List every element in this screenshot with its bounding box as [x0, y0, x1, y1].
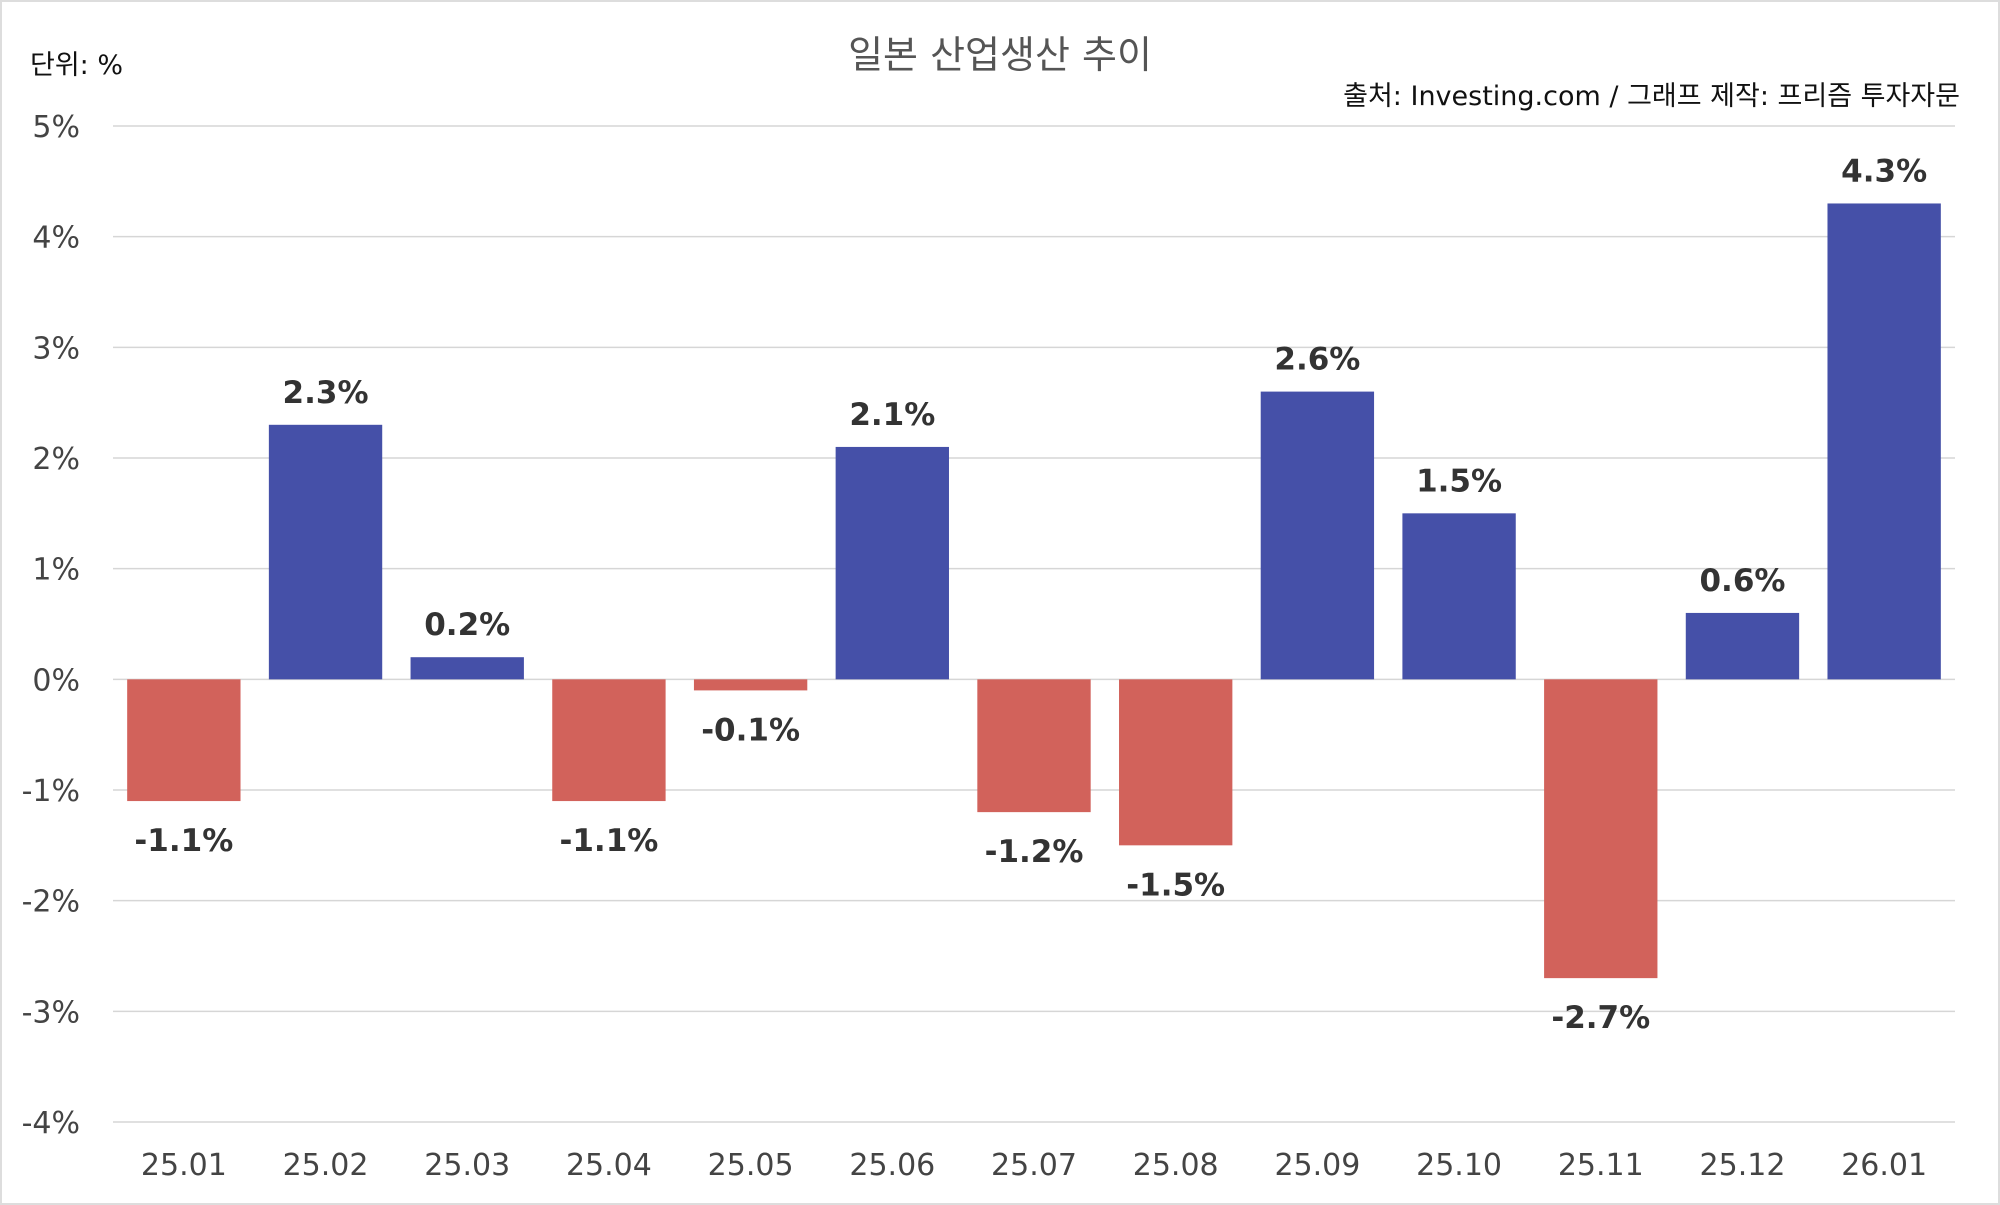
data-labels: -1.1% 2.3% 0.2% -1.1% -0.1% 2.1% -1.2% -1.5% 2.6…	[134, 153, 1927, 1036]
bar	[552, 679, 666, 802]
bar	[410, 657, 524, 680]
data-label: -1.1%	[560, 823, 659, 859]
y-tick-label: 1%	[32, 553, 80, 588]
bar	[127, 679, 241, 802]
y-tick-label: -1%	[22, 774, 80, 809]
data-label: -1.1%	[134, 823, 233, 859]
data-label: 1.5%	[1416, 463, 1502, 499]
data-label: 2.6%	[1274, 342, 1360, 378]
y-tick-label: 5%	[32, 110, 80, 145]
bar	[268, 424, 383, 680]
bar	[835, 446, 949, 680]
bar	[693, 679, 808, 691]
x-tick-label: 25.12	[1700, 1148, 1786, 1183]
y-tick-label: 0%	[32, 663, 80, 698]
x-tick-label: 26.01	[1841, 1148, 1927, 1183]
chart-title: 일본 산업생산 추이	[848, 33, 1152, 77]
bar	[1685, 612, 1800, 680]
bars	[127, 203, 1941, 979]
x-tick-label: 25.10	[1416, 1148, 1502, 1183]
unit-label: 단위: %	[30, 50, 123, 81]
bar	[1544, 679, 1658, 979]
y-tick-label: 4%	[32, 221, 80, 256]
bar	[977, 679, 1091, 813]
y-tick-label: 2%	[32, 442, 80, 477]
data-label: 0.2%	[424, 607, 510, 643]
y-tick-label: -2%	[22, 885, 80, 920]
x-tick-label: 25.04	[566, 1148, 652, 1183]
source-note: 출처: Investing.com / 그래프 제작: 프리즘 투자자문	[1343, 81, 1960, 112]
x-tick-label: 25.03	[424, 1148, 510, 1183]
x-tick-label: 25.02	[283, 1148, 369, 1183]
y-tick-label: -3%	[22, 995, 80, 1030]
bar	[1402, 513, 1516, 680]
x-tick-label: 25.01	[141, 1148, 227, 1183]
y-tick-label: 3%	[32, 331, 80, 366]
bar	[1119, 679, 1233, 846]
data-label: 4.3%	[1841, 153, 1927, 189]
data-label: -1.5%	[1126, 867, 1225, 903]
x-tick-label: 25.06	[849, 1148, 935, 1183]
data-label: -2.7%	[1551, 1000, 1650, 1036]
data-label: 2.1%	[849, 397, 935, 433]
bar	[1827, 203, 1941, 680]
y-axis-ticks: 5% 4% 3% 2% 1% 0% -1% -2% -3% -4%	[22, 110, 80, 1141]
x-tick-label: 25.08	[1133, 1148, 1219, 1183]
x-tick-label: 25.05	[708, 1148, 794, 1183]
x-tick-label: 25.09	[1274, 1148, 1360, 1183]
y-tick-label: -4%	[22, 1106, 80, 1141]
x-tick-label: 25.07	[991, 1148, 1077, 1183]
data-label: 2.3%	[283, 375, 369, 411]
x-tick-label: 25.11	[1558, 1148, 1644, 1183]
data-label: -0.1%	[701, 712, 800, 748]
bar	[1260, 391, 1375, 680]
x-axis-labels: 25.01 25.02 25.03 25.04 25.05 25.06 25.07 25.08…	[141, 1148, 1927, 1183]
data-label: -1.2%	[985, 834, 1084, 870]
data-label: 0.6%	[1699, 563, 1785, 599]
